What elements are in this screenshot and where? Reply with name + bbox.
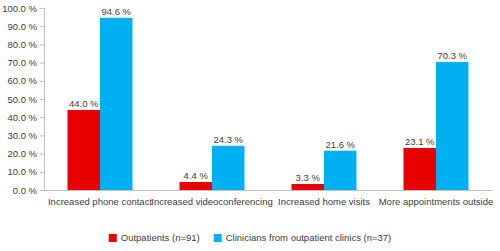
y-tick-mark	[40, 190, 44, 191]
y-tick: 30.0 %	[7, 130, 44, 141]
y-tick-mark	[40, 172, 44, 173]
y-tick: 90.0 %	[7, 21, 44, 32]
bar	[404, 148, 436, 190]
data-label: 23.1 %	[405, 136, 435, 147]
y-tick-label: 90.0 %	[7, 21, 37, 32]
y-tick-mark	[40, 8, 44, 9]
y-tick-label: 10.0 %	[7, 166, 37, 177]
plot: 0.0 % 10.0 % 20.0 % 30.0 % 40.0 % 50.0 % 60.0 …	[2, 3, 493, 207]
data-label: 94.6 %	[101, 6, 131, 17]
y-tick-label: 50.0 %	[7, 94, 37, 105]
y-tick-mark	[40, 154, 44, 155]
legend-item: Clinicians from outpatient clinics (n=37…	[214, 232, 392, 243]
bar	[324, 151, 356, 190]
y-tick-mark	[40, 26, 44, 27]
y-tick-mark	[40, 135, 44, 136]
x-tick-label: Increased phone contact	[48, 196, 152, 207]
y-tick-label: 60.0 %	[7, 75, 37, 86]
bar	[436, 62, 468, 190]
x-axis-line	[45, 190, 493, 191]
legend-label: Clinicians from outpatient clinics (n=37…	[226, 232, 392, 243]
bars	[68, 18, 469, 190]
x-tick-label: Increased videoconferencing	[151, 196, 272, 207]
y-tick: 50.0 %	[7, 94, 44, 105]
legend-label: Outpatients (n=91)	[121, 232, 200, 243]
y-tick: 40.0 %	[7, 112, 44, 123]
bar	[212, 146, 244, 190]
data-label: 21.6 %	[325, 139, 355, 150]
y-tick: 80.0 %	[7, 39, 44, 50]
x-tick-label: More appointments outside	[379, 196, 494, 207]
y-tick-label: 70.0 %	[7, 57, 37, 68]
y-tick-label: 0.0 %	[13, 185, 38, 196]
legend: Outpatients (n=91) Clinicians from outpat…	[109, 232, 391, 243]
bar	[100, 18, 132, 190]
y-tick: 20.0 %	[7, 148, 44, 159]
y-tick-label: 80.0 %	[7, 39, 37, 50]
y-tick: 70.0 %	[7, 57, 44, 68]
y-tick-mark	[40, 99, 44, 100]
y-tick-label: 40.0 %	[7, 112, 37, 123]
y-tick-mark	[40, 117, 44, 118]
legend-item: Outpatients (n=91)	[109, 232, 200, 243]
x-tick-label: Increased home visits	[278, 196, 370, 207]
x-axis: Increased phone contactIncreased videoco…	[45, 190, 494, 207]
y-tick: 10.0 %	[7, 166, 44, 177]
y-axis: 0.0 % 10.0 % 20.0 % 30.0 % 40.0 % 50.0 % 60.0 …	[2, 3, 44, 196]
x-tick: Increased phone contact	[48, 190, 152, 207]
legend-swatch	[214, 234, 222, 242]
data-label: 70.3 %	[437, 50, 467, 61]
bar	[68, 110, 100, 190]
y-tick-mark	[40, 81, 44, 82]
data-label: 4.4 %	[184, 170, 209, 181]
y-tick: 100.0 %	[2, 3, 44, 14]
data-label: 44.0 %	[69, 98, 99, 109]
x-tick: Increased videoconferencing	[151, 190, 272, 207]
legend-swatch	[109, 234, 117, 242]
y-tick: 0.0 %	[13, 185, 44, 196]
y-tick-label: 30.0 %	[7, 130, 37, 141]
chart: 0.0 % 10.0 % 20.0 % 30.0 % 40.0 % 50.0 % 60.0 …	[0, 0, 500, 251]
y-tick-mark	[40, 63, 44, 64]
data-label: 24.3 %	[213, 134, 243, 145]
data-labels: 44.0 % 4.4 % 3.3 % 23.1 % 94.6 % 24.3 % 21.6 %…	[69, 6, 468, 183]
y-axis-line	[40, 9, 45, 191]
y-tick-label: 20.0 %	[7, 148, 37, 159]
y-tick-label: 100.0 %	[2, 3, 37, 14]
y-tick: 60.0 %	[7, 75, 44, 86]
bar	[180, 182, 212, 190]
x-tick: More appointments outside	[379, 190, 494, 207]
bar	[292, 184, 324, 190]
x-tick: Increased home visits	[278, 190, 370, 207]
y-tick-mark	[40, 44, 44, 45]
data-label: 3.3 %	[296, 172, 321, 183]
